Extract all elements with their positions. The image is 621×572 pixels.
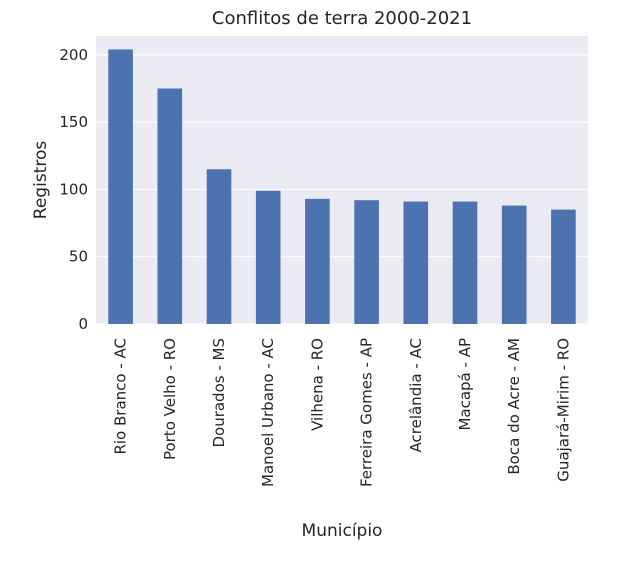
bar — [551, 209, 576, 324]
bar — [305, 198, 330, 324]
chart-title: Conflitos de terra 2000-2021 — [212, 8, 472, 29]
y-tick-label: 150 — [59, 113, 88, 131]
x-tick-label: Dourados - MS — [210, 338, 228, 448]
x-tick-label: Boca do Acre - AM — [505, 338, 523, 475]
x-tick-label: Ferreira Gomes - AP — [358, 338, 376, 487]
x-tick-label: Porto Velho - RO — [161, 338, 179, 460]
bar — [108, 49, 133, 324]
bar — [157, 88, 183, 324]
bar — [354, 200, 379, 324]
bar — [206, 169, 232, 324]
y-axis-label: Registros — [31, 141, 51, 220]
bar — [255, 190, 281, 324]
x-axis-label: Município — [302, 521, 383, 541]
y-tick-labels: 0 50 100 150 200 — [59, 46, 88, 333]
x-tick-label: Manoel Urbano - AC — [259, 338, 277, 487]
x-tick-label: Vilhena - RO — [308, 338, 326, 431]
x-tick-label: Macapá - AP — [456, 338, 474, 431]
y-tick-label: 0 — [78, 315, 88, 333]
y-tick-label: 100 — [59, 180, 88, 198]
x-tick-labels: Rio Branco - AC Porto Velho - RO Dourados … — [112, 338, 573, 487]
x-tick-label: Rio Branco - AC — [112, 338, 130, 455]
bar — [501, 205, 527, 324]
x-tick-label: Acrelândia - AC — [407, 338, 425, 452]
bars — [108, 49, 576, 324]
bar — [403, 201, 429, 324]
bar — [452, 201, 478, 324]
y-tick-label: 50 — [69, 248, 88, 266]
x-tick-label: Guajará-Mirim - RO — [554, 338, 572, 482]
y-tick-label: 200 — [59, 46, 88, 64]
